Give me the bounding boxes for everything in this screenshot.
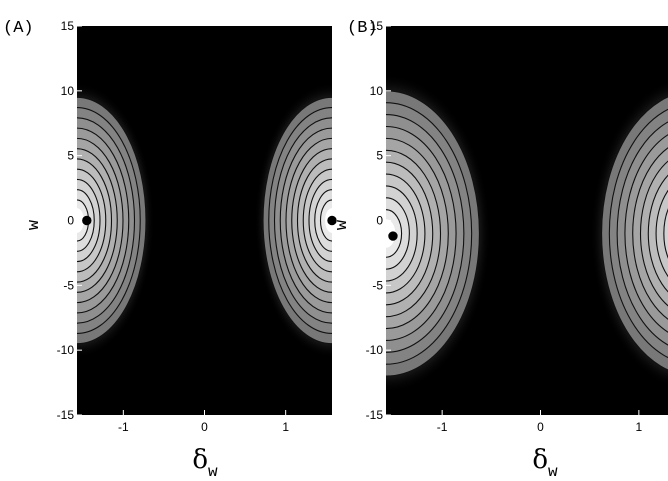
x-axis-label-b: δw — [532, 445, 558, 481]
y-tick-label: 10 — [370, 84, 384, 98]
y-tick-label: 5 — [67, 149, 74, 163]
fixed-point — [327, 215, 337, 226]
y-tick-label: -10 — [57, 343, 75, 357]
x-tick-label: 0 — [537, 420, 544, 434]
fixed-point — [82, 215, 92, 226]
y-tick-label: -15 — [366, 408, 384, 422]
x-tick-label: 1 — [282, 420, 289, 434]
y-axis-label-b: w — [333, 219, 352, 230]
fixed-point — [388, 231, 398, 241]
y-axis-label-a: w — [25, 219, 44, 230]
y-tick-label: 0 — [67, 214, 74, 228]
y-tick-label: -10 — [366, 343, 384, 357]
x-axis-label-a: δw — [192, 445, 218, 481]
x-tick-label: 1 — [636, 420, 643, 434]
y-tick-label: -5 — [372, 278, 383, 292]
contour-ring — [655, 189, 668, 278]
contour-ring — [663, 208, 668, 259]
y-tick-label: 15 — [61, 19, 75, 33]
y-tick-label: 0 — [376, 214, 383, 228]
y-tick-label: -5 — [63, 278, 74, 292]
y-tick-label: 5 — [376, 149, 383, 163]
x-tick-label: -1 — [118, 420, 129, 434]
y-tick-label: 10 — [61, 84, 75, 98]
panel-label-a: (A) — [3, 19, 34, 38]
contours-b — [386, 90, 668, 377]
panel-label-b: (B) — [347, 19, 378, 38]
fixed-points-a — [82, 215, 337, 226]
contours-a — [77, 96, 332, 345]
y-tick-label: -15 — [57, 408, 75, 422]
fixed-points-b — [388, 231, 398, 241]
x-tick-label: -1 — [437, 420, 448, 434]
x-tick-label: 0 — [201, 420, 208, 434]
y-tick-label: 15 — [370, 19, 384, 33]
